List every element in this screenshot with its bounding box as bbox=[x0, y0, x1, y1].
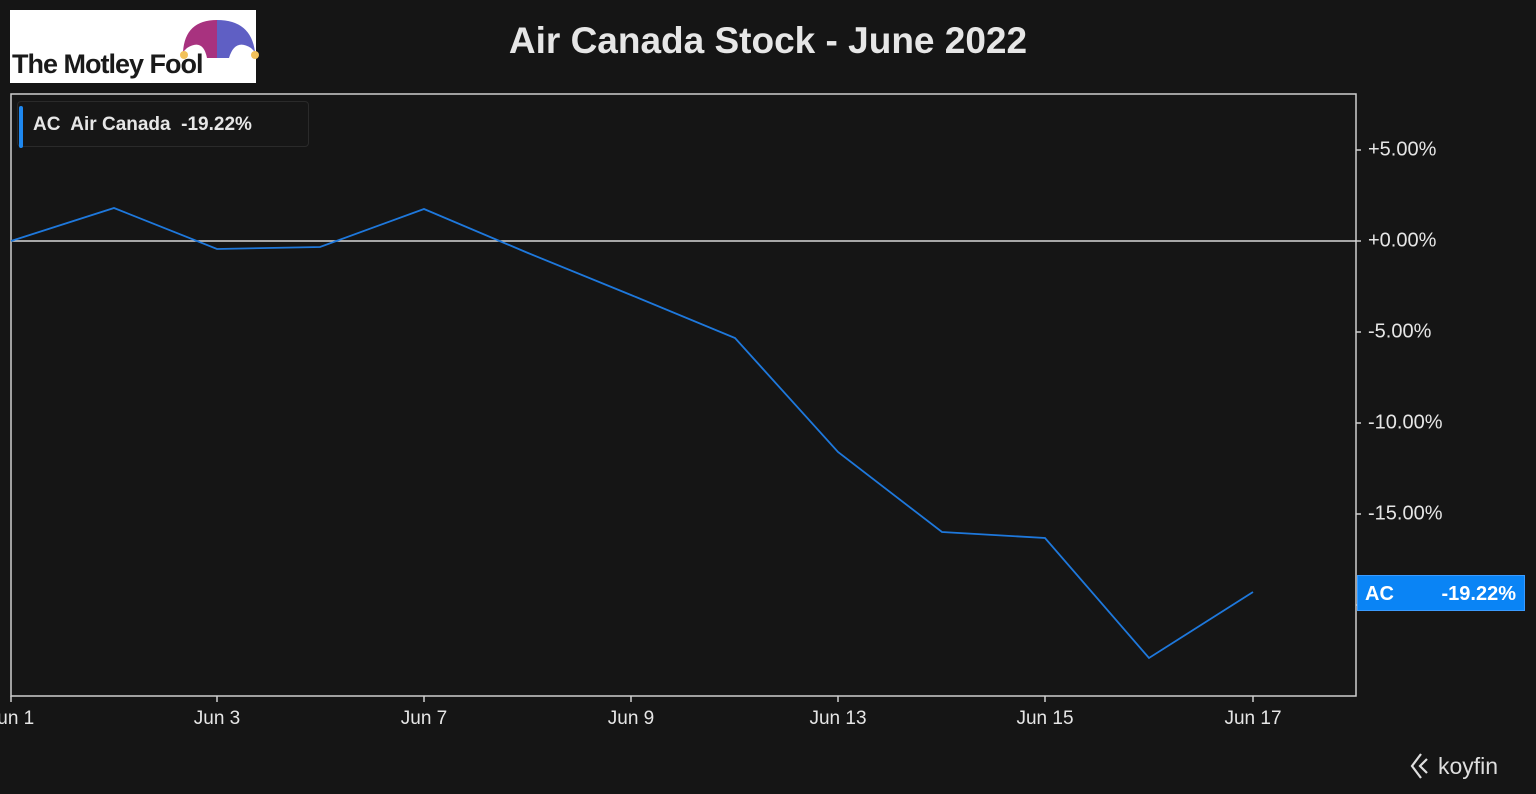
x-tick-label: Jun 15 bbox=[1016, 708, 1074, 729]
koyfin-logo-icon bbox=[1410, 753, 1428, 779]
plot-frame bbox=[10, 93, 1357, 697]
koyfin-watermark: koyfin bbox=[1410, 752, 1498, 780]
koyfin-text: koyfin bbox=[1438, 752, 1499, 779]
y-tick-label: -5.00% bbox=[1368, 320, 1432, 343]
ac-price-line bbox=[10, 207, 1254, 660]
x-tick-label: Jun 13 bbox=[809, 708, 867, 729]
y-tick-label: +5.00% bbox=[1368, 138, 1437, 161]
jester-hat-icon bbox=[180, 20, 259, 59]
x-tick-label: Jun 1 bbox=[0, 708, 35, 729]
x-tick-label: Jun 7 bbox=[400, 708, 448, 729]
legend-label: AC Air Canada -19.22% bbox=[33, 114, 252, 135]
motley-fool-logo: The Motley Fool bbox=[10, 10, 259, 83]
chart-title: Air Canada Stock - June 2022 bbox=[508, 20, 1028, 61]
legend-color-swatch bbox=[19, 106, 23, 148]
last-value-badge: AC -19.22% bbox=[1357, 575, 1525, 611]
y-tick-label: +0.00% bbox=[1368, 229, 1437, 252]
y-tick-label: -10.00% bbox=[1368, 411, 1443, 434]
x-tick-label: Jun 17 bbox=[1224, 708, 1282, 729]
x-tick-label: Jun 9 bbox=[607, 708, 655, 729]
logo-wordmark: The Motley Fool bbox=[12, 49, 203, 79]
y-tick-label: -15.00% bbox=[1368, 502, 1443, 525]
x-tick-marks bbox=[10, 696, 1254, 702]
x-tick-label: Jun 3 bbox=[193, 708, 241, 729]
badge-ticker: AC bbox=[1365, 583, 1394, 605]
badge-value: -19.22% bbox=[1441, 583, 1517, 605]
series-legend[interactable]: AC Air Canada -19.22% bbox=[17, 101, 309, 148]
